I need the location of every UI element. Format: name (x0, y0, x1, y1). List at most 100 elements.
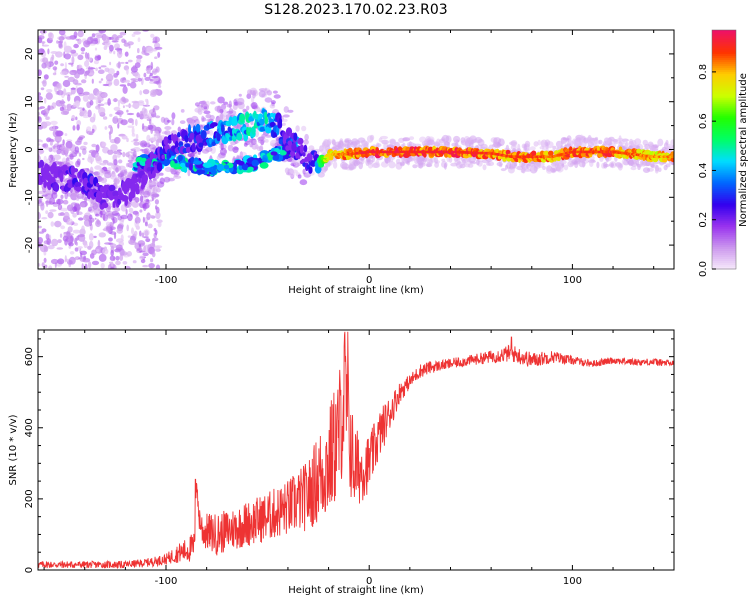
spectral-halo-blob (226, 103, 232, 108)
spectral-halo-blob (272, 90, 278, 94)
spectral-noise-blob (127, 235, 132, 238)
spectral-halo-blob (499, 163, 503, 168)
spectral-halo-blob (74, 146, 80, 153)
spectral-noise-blob (132, 80, 139, 83)
spectral-noise-blob (136, 112, 140, 118)
spectral-noise-blob (155, 211, 161, 220)
spectral-noise-blob (49, 209, 57, 212)
main-ridge-blob (39, 159, 45, 168)
colorbar-segment (712, 93, 736, 97)
colorbar-segment (712, 251, 736, 254)
spectral-halo-blob (159, 172, 164, 176)
main-ridge-blob (548, 150, 554, 156)
spectral-halo-blob (399, 161, 405, 167)
spectral-noise-blob (60, 71, 68, 76)
main-ridge-blob (264, 116, 268, 125)
snr-series-line (38, 331, 674, 569)
colorbar-segment (712, 165, 736, 169)
spectral-halo-blob (443, 141, 450, 147)
colorbar-segment (712, 265, 736, 268)
spectral-halo-blob (154, 130, 160, 135)
spectral-halo-blob (105, 226, 111, 231)
spectral-halo-blob (605, 137, 610, 145)
spectral-halo-blob (106, 162, 114, 166)
spectral-halo-blob (617, 163, 623, 171)
colorbar-segment (712, 173, 736, 176)
main-ridge-blob (143, 174, 148, 184)
spectral-halo-blob (171, 118, 175, 126)
colorbar-segment (712, 151, 736, 155)
colorbar-segment (712, 163, 736, 167)
spectral-noise-blob (82, 107, 85, 111)
spectral-noise-blob (71, 70, 78, 73)
spectral-noise-blob (117, 35, 123, 39)
spectral-halo-blob (454, 142, 459, 148)
spectral-halo-blob (221, 103, 227, 110)
spectral-noise-blob (58, 40, 63, 48)
spectral-noise-blob (134, 216, 141, 224)
spectral-noise-blob (97, 69, 105, 74)
spectral-noise-blob (38, 237, 44, 244)
colorbar-segment (712, 41, 736, 45)
colorbar-segment (712, 237, 736, 240)
spectral-halo-blob (56, 161, 64, 165)
spectral-noise-blob (38, 143, 41, 146)
spectral-halo-blob (537, 160, 545, 168)
colorbar-segment (712, 247, 736, 250)
spectral-halo-blob (113, 159, 118, 166)
colorbar-segment (712, 243, 736, 246)
spectral-halo-blob (250, 139, 254, 145)
colorbar-segment (712, 183, 736, 186)
spectral-halo-blob (89, 214, 93, 220)
spectral-noise-blob (100, 78, 104, 81)
spectral-noise-blob (128, 239, 134, 245)
spectral-halo-blob (201, 115, 205, 122)
spectral-noise-blob (137, 48, 140, 54)
spectral-halo-blob (143, 148, 150, 155)
spectral-noise-blob (81, 79, 87, 84)
spectral-halo-blob (252, 90, 256, 99)
spectral-noise-blob (154, 199, 159, 205)
spectral-noise-blob (91, 128, 95, 134)
main-ridge-blob (149, 151, 154, 160)
main-ridge-blob (670, 157, 674, 163)
spectrogram-y-tick-label: 10 (24, 95, 35, 108)
spectral-halo-blob (301, 125, 307, 132)
colorbar-segment (712, 31, 736, 35)
spectral-noise-blob (123, 79, 131, 83)
spectral-halo-blob (153, 179, 158, 185)
spectral-halo-blob (217, 96, 225, 104)
spectral-halo-blob (52, 145, 56, 149)
colorbar-segment (712, 105, 736, 109)
spectral-noise-blob (109, 113, 113, 117)
spectral-noise-blob (44, 97, 47, 104)
spectral-noise-blob (74, 256, 81, 261)
spectral-noise-blob (66, 104, 70, 109)
spectral-halo-blob (670, 139, 674, 147)
spectral-halo-blob (147, 181, 155, 186)
spectral-noise-blob (109, 255, 116, 261)
spectral-noise-blob (110, 249, 114, 257)
spectral-halo-blob (556, 165, 564, 173)
colorbar-tick-label: 0.6 (698, 113, 709, 129)
colorbar-segment (712, 181, 736, 184)
spectral-halo-blob (269, 103, 276, 109)
spectral-noise-blob (127, 82, 131, 87)
main-ridge-blob (444, 152, 449, 158)
spectral-noise-blob (140, 258, 146, 264)
spectral-halo-blob (152, 186, 158, 195)
spectral-noise-blob (83, 242, 88, 249)
spectral-halo-blob (424, 139, 428, 146)
main-ridge-blob (184, 134, 189, 143)
spectral-halo-blob (127, 213, 133, 222)
spectral-noise-blob (48, 32, 54, 41)
main-ridge-blob (569, 146, 573, 152)
colorbar-segment (712, 187, 736, 190)
colorbar-segment (712, 109, 736, 113)
snr-line-plot (38, 331, 674, 569)
spectrogram-heatmap (38, 30, 674, 269)
colorbar-segment (712, 155, 736, 159)
spectral-noise-blob (110, 266, 114, 269)
spectral-noise-blob (119, 61, 125, 64)
